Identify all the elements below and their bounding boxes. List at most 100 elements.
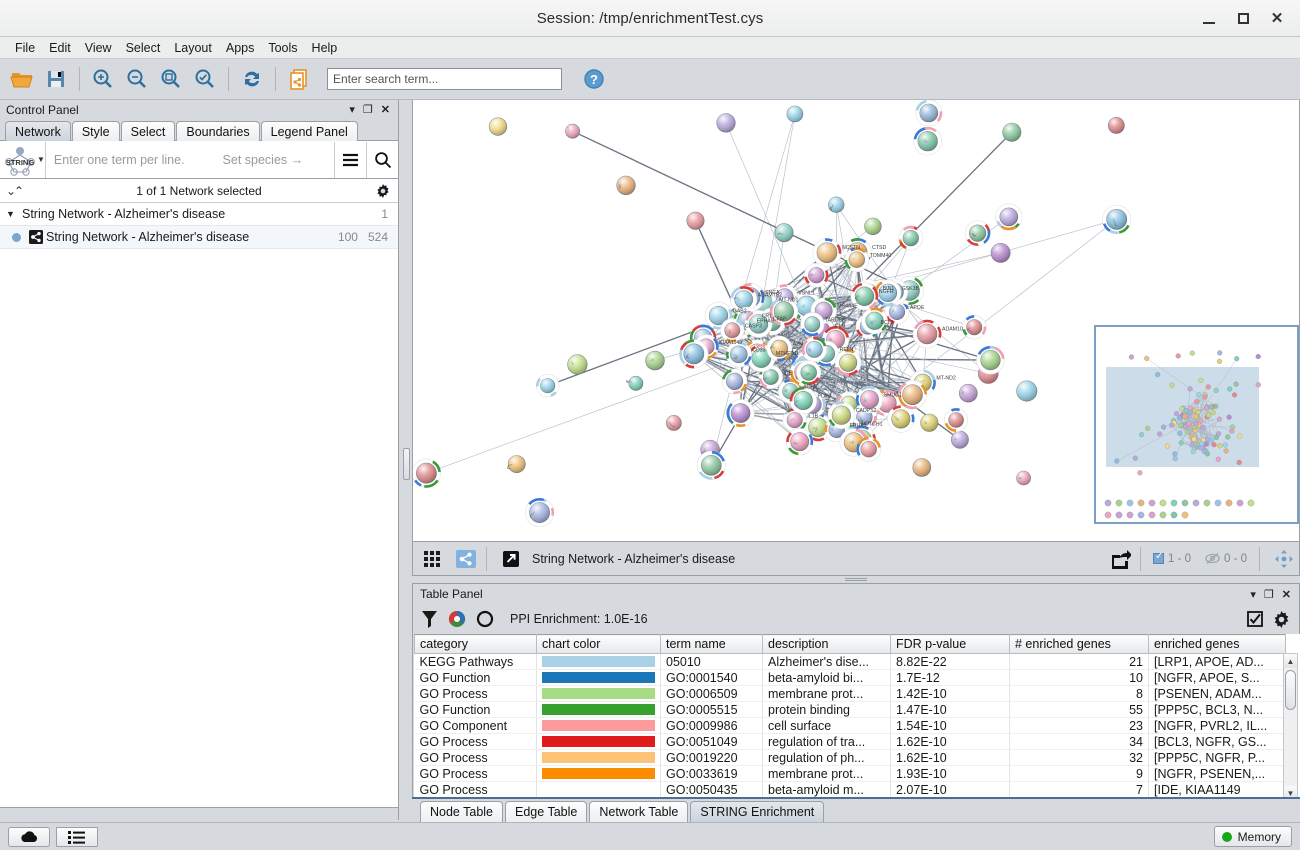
network-node[interactable] <box>801 336 827 362</box>
string-logo-icon[interactable]: STRING <box>0 142 40 178</box>
network-node[interactable] <box>850 282 879 311</box>
network-node[interactable] <box>721 368 748 395</box>
table-close-icon[interactable]: ✕ <box>1281 588 1291 601</box>
table-row[interactable]: GO Function GO:0001540 beta-amyloid bi... 1… <box>414 669 1286 686</box>
network-node[interactable] <box>995 203 1023 231</box>
donut-chart-icon[interactable] <box>476 610 494 628</box>
col-term-name[interactable]: term name <box>660 634 763 654</box>
set-species-link[interactable]: Set species → <box>222 152 304 167</box>
float-panel-icon[interactable]: ❐ <box>362 104 373 116</box>
table-gear-icon[interactable] <box>1273 610 1290 628</box>
col-enriched-genes[interactable]: enriched genes <box>1148 634 1286 654</box>
zoom-out-icon[interactable] <box>121 63 153 95</box>
collapse-all-icon[interactable]: ⌄⌃ <box>6 183 24 198</box>
tab-string-enrichment[interactable]: STRING Enrichment <box>690 801 825 822</box>
chevron-down-icon[interactable]: ▾ <box>349 104 355 116</box>
table-row[interactable]: GO Process GO:0050435 beta-amyloid m... 2.0… <box>414 781 1286 798</box>
network-node[interactable] <box>874 279 902 307</box>
network-node[interactable] <box>976 345 1005 375</box>
network-view-canvas[interactable]: MT-ND2 MT-ND1 VSNL1 CLU BCL3 GAB2 ACHE APOE NCST… <box>412 100 1300 542</box>
table-row[interactable]: GO Function GO:0005515 protein binding 1.47… <box>414 701 1286 718</box>
network-node[interactable] <box>645 350 665 371</box>
table-row[interactable]: GO Component GO:0009986 cell surface 1.54E-… <box>414 717 1286 734</box>
splitter-handle[interactable] <box>403 448 410 480</box>
network-node[interactable] <box>990 242 1011 263</box>
list-icon[interactable] <box>56 826 98 847</box>
network-node[interactable] <box>864 217 882 236</box>
scroll-down-arrow-icon[interactable]: ▼ <box>1284 786 1297 800</box>
new-network-icon[interactable] <box>283 63 315 95</box>
network-node[interactable] <box>912 319 942 349</box>
filter-funnel-icon[interactable] <box>421 610 438 628</box>
grid-layout-icon[interactable] <box>417 546 447 572</box>
network-node[interactable] <box>915 100 943 127</box>
menu-apps[interactable]: Apps <box>225 40 255 55</box>
network-node[interactable] <box>786 428 814 456</box>
tree-row-network[interactable]: String Network - Alzheimer's disease 100… <box>0 226 398 249</box>
table-row[interactable]: GO Process GO:0006509 membrane prot... 1.42… <box>414 685 1286 702</box>
network-node[interactable] <box>1002 122 1022 142</box>
col-category[interactable]: category <box>414 634 537 654</box>
network-node[interactable] <box>696 450 726 480</box>
menu-file[interactable]: File <box>15 40 36 55</box>
network-node[interactable] <box>1102 204 1132 234</box>
menu-edit[interactable]: Edit <box>49 40 71 55</box>
network-node[interactable] <box>665 414 682 431</box>
export-icon[interactable] <box>1105 546 1135 572</box>
network-node[interactable] <box>769 297 799 326</box>
zoom-selected-icon[interactable] <box>189 63 221 95</box>
tab-edge-table[interactable]: Edge Table <box>505 801 588 822</box>
checkbox-icon[interactable] <box>1247 611 1263 627</box>
network-node[interactable] <box>626 375 644 391</box>
search-input[interactable]: Enter search term... <box>327 68 562 90</box>
network-node[interactable] <box>828 196 845 213</box>
tab-select[interactable]: Select <box>120 121 176 141</box>
network-node[interactable] <box>856 436 882 462</box>
network-node[interactable] <box>413 458 441 488</box>
enrichment-table-wrapper[interactable]: category chart color term name descripti… <box>414 634 1300 801</box>
table-vertical-scrollbar[interactable]: ▲ ▼ <box>1283 653 1298 801</box>
network-navigator-overview[interactable] <box>1094 325 1299 524</box>
network-node[interactable] <box>855 385 884 414</box>
table-row[interactable]: GO Process GO:0019220 regulation of ph... 1… <box>414 749 1286 766</box>
table-chevron-down-icon[interactable]: ▾ <box>1250 588 1256 601</box>
table-row[interactable]: GO Process GO:0051049 regulation of tra...… <box>414 733 1286 750</box>
network-node[interactable] <box>679 339 709 369</box>
fit-content-icon[interactable] <box>1269 546 1299 572</box>
network-node[interactable] <box>961 315 987 340</box>
tab-style[interactable]: Style <box>71 121 120 141</box>
network-node[interactable] <box>535 374 560 398</box>
network-node[interactable] <box>565 123 580 139</box>
network-node[interactable] <box>844 247 870 273</box>
refresh-icon[interactable] <box>236 63 268 95</box>
network-node[interactable] <box>686 211 705 230</box>
network-node[interactable] <box>861 307 888 335</box>
menu-view[interactable]: View <box>84 40 112 55</box>
table-row[interactable]: GO Process GO:0033619 membrane prot... 1.93… <box>414 765 1286 782</box>
zoom-in-icon[interactable] <box>87 63 119 95</box>
network-node[interactable] <box>1016 470 1031 486</box>
network-node[interactable] <box>766 335 793 362</box>
tree-row-root[interactable]: ▼ String Network - Alzheimer's disease 1 <box>0 203 398 226</box>
menu-tools[interactable]: Tools <box>268 40 298 55</box>
scrollbar-thumb[interactable] <box>1285 670 1296 710</box>
network-node[interactable] <box>725 341 752 368</box>
network-node[interactable] <box>835 349 862 376</box>
tab-network[interactable]: Network <box>5 121 71 141</box>
cloud-icon[interactable] <box>8 826 50 847</box>
help-icon[interactable]: ? <box>578 63 610 95</box>
network-node[interactable] <box>800 312 825 337</box>
network-node[interactable] <box>730 286 758 314</box>
col-chart-color[interactable]: chart color <box>536 634 661 654</box>
tab-network-table[interactable]: Network Table <box>589 801 689 822</box>
network-node[interactable] <box>898 225 924 251</box>
menu-layout[interactable]: Layout <box>174 40 212 55</box>
close-panel-icon[interactable]: ✕ <box>380 104 390 116</box>
network-node[interactable] <box>774 223 794 243</box>
magnifier-icon[interactable] <box>366 141 398 178</box>
network-node[interactable] <box>720 318 745 343</box>
network-node[interactable] <box>796 360 822 386</box>
open-folder-icon[interactable] <box>6 63 38 95</box>
close-button[interactable]: ✕ <box>1270 10 1284 27</box>
network-node[interactable] <box>958 383 978 403</box>
